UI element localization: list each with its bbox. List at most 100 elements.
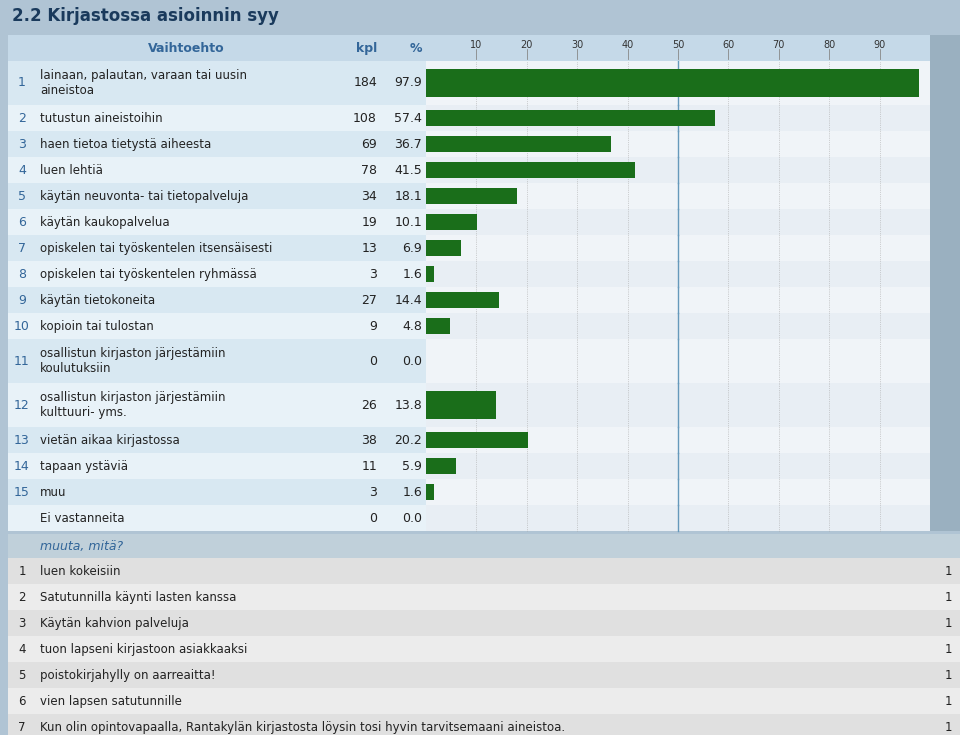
Text: 26: 26 — [361, 398, 377, 412]
FancyBboxPatch shape — [930, 383, 960, 427]
Text: kpl: kpl — [356, 41, 377, 54]
Text: 1: 1 — [945, 669, 952, 681]
FancyBboxPatch shape — [426, 458, 456, 474]
Text: 1: 1 — [945, 695, 952, 708]
Text: Käytän kahvion palveluja: Käytän kahvion palveluja — [40, 617, 189, 629]
Text: 30: 30 — [571, 40, 584, 50]
FancyBboxPatch shape — [8, 558, 960, 584]
FancyBboxPatch shape — [8, 61, 426, 105]
Text: 70: 70 — [773, 40, 785, 50]
Text: 2: 2 — [18, 112, 26, 124]
FancyBboxPatch shape — [8, 209, 426, 235]
Text: poistokirjahylly on aarreaitta!: poistokirjahylly on aarreaitta! — [40, 669, 215, 681]
FancyBboxPatch shape — [8, 453, 426, 479]
FancyBboxPatch shape — [930, 157, 960, 183]
FancyBboxPatch shape — [8, 505, 426, 531]
Text: käytän kaukopalvelua: käytän kaukopalvelua — [40, 215, 170, 229]
Text: 13.8: 13.8 — [395, 398, 422, 412]
Text: 2: 2 — [18, 590, 26, 603]
Text: 60: 60 — [722, 40, 734, 50]
FancyBboxPatch shape — [8, 131, 426, 157]
FancyBboxPatch shape — [426, 187, 517, 204]
Text: 1.6: 1.6 — [402, 268, 422, 281]
FancyBboxPatch shape — [426, 235, 930, 261]
FancyBboxPatch shape — [8, 662, 960, 688]
FancyBboxPatch shape — [426, 261, 930, 287]
FancyBboxPatch shape — [930, 35, 960, 61]
Text: 97.9: 97.9 — [395, 76, 422, 90]
Text: 13: 13 — [14, 434, 30, 446]
Text: 20: 20 — [520, 40, 533, 50]
FancyBboxPatch shape — [426, 431, 528, 448]
Text: 34: 34 — [361, 190, 377, 203]
Text: 69: 69 — [361, 137, 377, 151]
FancyBboxPatch shape — [426, 479, 930, 505]
Text: 1: 1 — [18, 564, 26, 578]
Text: Vaihtoehto: Vaihtoehto — [148, 41, 225, 54]
Text: haen tietoa tietystä aiheesta: haen tietoa tietystä aiheesta — [40, 137, 211, 151]
Text: 9: 9 — [18, 293, 26, 306]
FancyBboxPatch shape — [930, 61, 960, 105]
FancyBboxPatch shape — [426, 339, 930, 383]
Text: 14: 14 — [14, 459, 30, 473]
Text: 57.4: 57.4 — [395, 112, 422, 124]
Text: 5: 5 — [18, 190, 26, 203]
Text: 3: 3 — [18, 137, 26, 151]
FancyBboxPatch shape — [426, 383, 930, 427]
FancyBboxPatch shape — [8, 636, 960, 662]
Text: muuta, mitä?: muuta, mitä? — [40, 539, 123, 553]
Text: kopioin tai tulostan: kopioin tai tulostan — [40, 320, 154, 332]
Text: 78: 78 — [361, 163, 377, 176]
Text: muu: muu — [40, 486, 66, 498]
Text: 19: 19 — [361, 215, 377, 229]
Text: 18.1: 18.1 — [395, 190, 422, 203]
FancyBboxPatch shape — [8, 105, 426, 131]
FancyBboxPatch shape — [426, 484, 434, 501]
Text: 3: 3 — [370, 486, 377, 498]
FancyBboxPatch shape — [930, 287, 960, 313]
Text: lainaan, palautan, varaan tai uusin
aineistoa: lainaan, palautan, varaan tai uusin aine… — [40, 69, 247, 97]
Text: 10: 10 — [470, 40, 483, 50]
FancyBboxPatch shape — [8, 479, 426, 505]
FancyBboxPatch shape — [930, 235, 960, 261]
FancyBboxPatch shape — [930, 339, 960, 383]
FancyBboxPatch shape — [8, 339, 426, 383]
Text: 4: 4 — [18, 163, 26, 176]
Text: Satutunnilla käynti lasten kanssa: Satutunnilla käynti lasten kanssa — [40, 590, 236, 603]
Text: 1: 1 — [18, 76, 26, 90]
FancyBboxPatch shape — [426, 136, 611, 152]
Text: 11: 11 — [14, 354, 30, 368]
Text: 12: 12 — [14, 398, 30, 412]
Text: 1: 1 — [945, 590, 952, 603]
Text: 5: 5 — [18, 669, 26, 681]
FancyBboxPatch shape — [8, 287, 426, 313]
Text: 10: 10 — [14, 320, 30, 332]
Text: tuon lapseni kirjastoon asiakkaaksi: tuon lapseni kirjastoon asiakkaaksi — [40, 642, 248, 656]
FancyBboxPatch shape — [8, 688, 960, 714]
FancyBboxPatch shape — [930, 131, 960, 157]
Text: Ei vastanneita: Ei vastanneita — [40, 512, 125, 525]
Text: 80: 80 — [823, 40, 835, 50]
FancyBboxPatch shape — [8, 427, 426, 453]
FancyBboxPatch shape — [8, 35, 930, 61]
Text: 0.0: 0.0 — [402, 354, 422, 368]
FancyBboxPatch shape — [8, 584, 960, 610]
FancyBboxPatch shape — [426, 110, 715, 126]
Text: 36.7: 36.7 — [395, 137, 422, 151]
FancyBboxPatch shape — [8, 157, 426, 183]
Text: 20.2: 20.2 — [395, 434, 422, 446]
Text: %: % — [410, 41, 422, 54]
Text: Kun olin opintovapaalla, Rantakylän kirjastosta löysin tosi hyvin tarvitsemaani : Kun olin opintovapaalla, Rantakylän kirj… — [40, 720, 565, 734]
FancyBboxPatch shape — [426, 69, 920, 97]
Text: luen lehtiä: luen lehtiä — [40, 163, 103, 176]
FancyBboxPatch shape — [8, 610, 960, 636]
Text: 27: 27 — [361, 293, 377, 306]
FancyBboxPatch shape — [8, 313, 426, 339]
Text: 7: 7 — [18, 720, 26, 734]
FancyBboxPatch shape — [930, 313, 960, 339]
Text: 1: 1 — [945, 720, 952, 734]
Text: luen kokeisiin: luen kokeisiin — [40, 564, 121, 578]
Text: 5.9: 5.9 — [402, 459, 422, 473]
Text: 1: 1 — [945, 564, 952, 578]
FancyBboxPatch shape — [426, 157, 930, 183]
